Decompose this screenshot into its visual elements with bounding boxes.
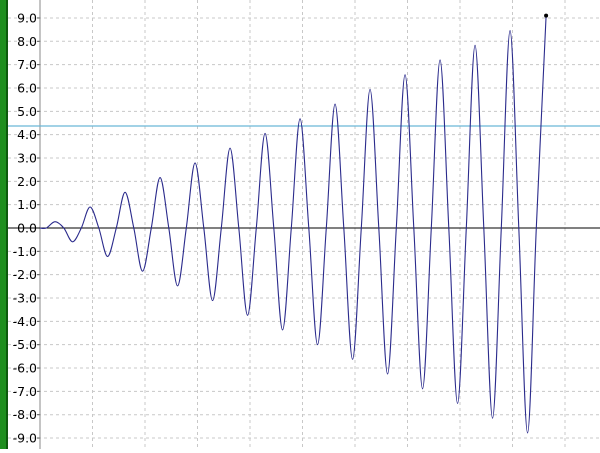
side-bar xyxy=(0,0,8,449)
y-tick-label: -8.0 xyxy=(13,407,37,422)
y-tick-label: -4.0 xyxy=(13,314,37,329)
y-tick-label: 9.0 xyxy=(17,10,37,25)
y-tick-label: 2.0 xyxy=(17,174,37,189)
end-point xyxy=(544,13,549,18)
y-tick-label: -2.0 xyxy=(13,267,37,282)
y-tick-label: 5.0 xyxy=(17,104,37,119)
y-tick-label: 8.0 xyxy=(17,34,37,49)
data-line xyxy=(39,15,547,434)
y-tick-label: -5.0 xyxy=(13,337,37,352)
y-tick-label: -7.0 xyxy=(13,384,37,399)
y-tick-label: -9.0 xyxy=(13,431,37,446)
y-tick-label: 6.0 xyxy=(17,80,37,95)
y-tick-label: -6.0 xyxy=(13,361,37,376)
y-tick-label: 4.0 xyxy=(17,127,37,142)
y-tick-label: -1.0 xyxy=(13,244,37,259)
side-bar-edge xyxy=(6,0,8,449)
y-tick-label: -3.0 xyxy=(13,291,37,306)
y-tick-label: 1.0 xyxy=(17,197,37,212)
y-tick-label: 7.0 xyxy=(17,57,37,72)
y-tick-label: 3.0 xyxy=(17,150,37,165)
